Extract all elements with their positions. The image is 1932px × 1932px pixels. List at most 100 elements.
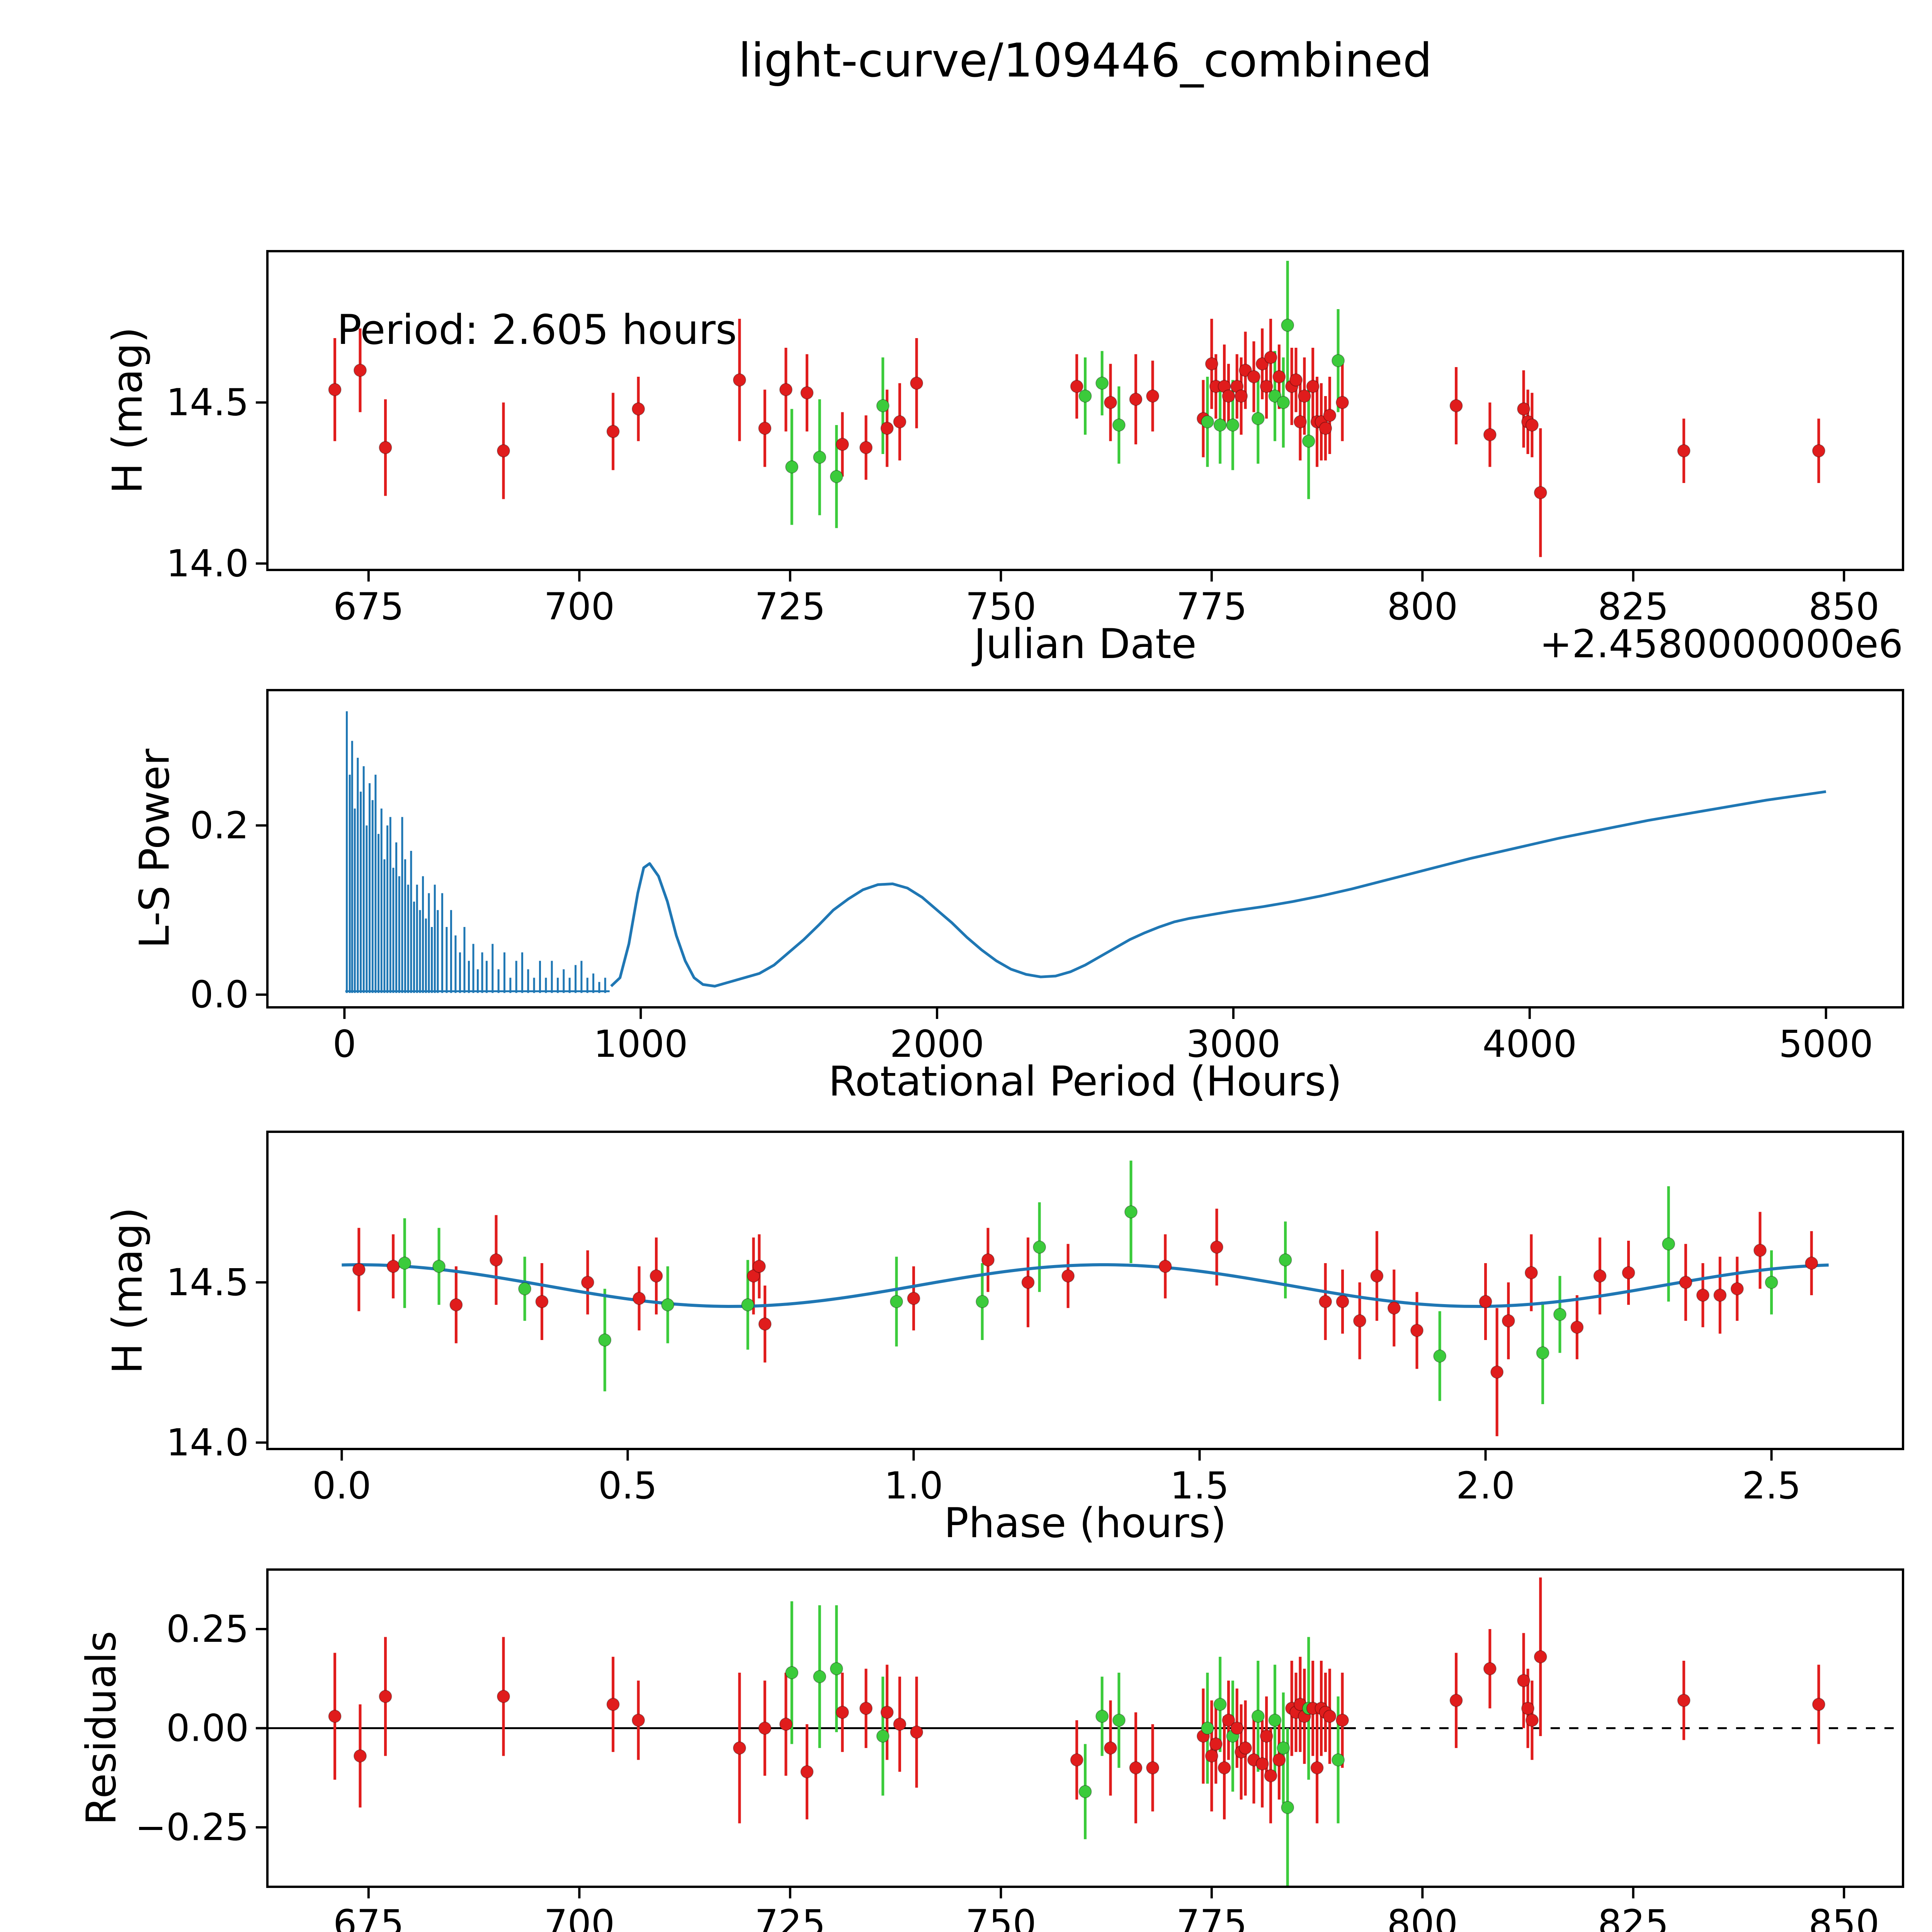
data-point (876, 399, 889, 412)
data-point (1765, 1276, 1778, 1289)
y-tick-label: 0.25 (166, 1607, 249, 1651)
data-point (1230, 1721, 1244, 1735)
data-point (1235, 389, 1248, 403)
data-point (1370, 1269, 1384, 1283)
data-point (1812, 444, 1825, 457)
data-point (1332, 354, 1345, 367)
data-point (1201, 1721, 1214, 1735)
data-point (1033, 1240, 1046, 1254)
data-point (1158, 1260, 1172, 1273)
y-tick-label: 0.0 (190, 973, 249, 1016)
data-point (1129, 1761, 1143, 1775)
data-point (379, 441, 392, 454)
data-point (976, 1295, 989, 1308)
data-point (432, 1260, 446, 1273)
data-point (1483, 428, 1497, 441)
data-point (1302, 434, 1315, 448)
data-point (1353, 1314, 1366, 1328)
data-point (497, 1690, 510, 1703)
data-point (1310, 1761, 1324, 1775)
x-tick-label: 725 (755, 1902, 825, 1932)
data-point (1730, 1282, 1744, 1296)
x-tick-label: 825 (1598, 585, 1668, 628)
data-point (518, 1282, 532, 1296)
data-point (830, 1662, 843, 1675)
data-point (893, 1718, 906, 1731)
data-point (1213, 1697, 1227, 1711)
y-tick-label: 0.00 (166, 1707, 249, 1750)
phase-folded-frame (266, 1131, 1904, 1450)
periodogram-frame (266, 689, 1904, 1009)
data-point (1112, 418, 1126, 432)
x-tick-label: 3000 (1186, 1022, 1281, 1066)
data-point (661, 1298, 675, 1311)
figure-title: light-curve/109446_combined (738, 34, 1432, 88)
data-point (1534, 486, 1547, 499)
data-point (1104, 1741, 1117, 1755)
data-point (1593, 1269, 1607, 1283)
data-point (1677, 1694, 1690, 1707)
x-tick-label: 775 (1176, 585, 1247, 628)
data-point (880, 422, 894, 435)
data-point (1095, 1709, 1109, 1723)
data-point (747, 1269, 760, 1283)
data-point (354, 364, 367, 377)
data-point (352, 1263, 366, 1276)
data-point (535, 1295, 549, 1308)
data-point (785, 460, 799, 474)
data-point (1146, 389, 1160, 403)
data-point (1677, 444, 1690, 457)
data-point (386, 1260, 400, 1273)
data-point (733, 1741, 746, 1755)
data-point (1251, 412, 1265, 425)
y-tick-label: 0.2 (190, 804, 249, 847)
data-point (800, 386, 814, 400)
data-point (1805, 1257, 1818, 1270)
data-point (398, 1257, 412, 1270)
data-point (1255, 357, 1269, 371)
periodogram-curve (610, 790, 1827, 988)
x-tick-label: 800 (1387, 585, 1458, 628)
sinusoid-fit-line (342, 1263, 1829, 1308)
x-tick-label: 850 (1809, 1902, 1879, 1932)
data-point (1260, 380, 1273, 393)
data-point (1696, 1288, 1709, 1302)
data-point (779, 1718, 793, 1731)
data-point (1239, 1741, 1252, 1755)
data-point (1525, 418, 1539, 432)
data-point (1239, 364, 1252, 377)
data-point (1279, 1253, 1292, 1267)
data-point (1679, 1276, 1692, 1289)
data-point (1205, 1749, 1218, 1763)
data-point (1201, 415, 1214, 429)
xlabel-julian-date-top: Julian Date (974, 620, 1197, 668)
x-tick-label: 850 (1809, 585, 1879, 628)
data-point (1078, 389, 1092, 403)
data-point (1483, 1662, 1497, 1675)
data-point (1268, 1713, 1282, 1727)
data-point (1112, 1713, 1126, 1727)
data-point (1277, 1741, 1290, 1755)
x-tick-label: 1.5 (1170, 1464, 1229, 1507)
data-point (1260, 1730, 1273, 1743)
y-tick-label: −0.25 (135, 1806, 249, 1849)
data-point (859, 1702, 873, 1715)
data-point (1129, 393, 1143, 406)
data-point (779, 383, 793, 396)
data-point (1272, 1753, 1286, 1767)
data-point (1521, 1702, 1535, 1715)
x-tick-label: 0.5 (598, 1464, 657, 1507)
data-point (1264, 351, 1277, 364)
x-tick-label: 750 (966, 1902, 1036, 1932)
lightcurve-jd-frame (266, 250, 1904, 571)
data-point (1247, 370, 1260, 383)
data-point (1319, 1295, 1332, 1308)
data-point (1323, 1709, 1337, 1723)
x-tick-label: 1000 (594, 1022, 688, 1066)
x-tick-label: 775 (1176, 1902, 1247, 1932)
data-point (907, 1292, 920, 1305)
data-point (1264, 1769, 1277, 1782)
data-point (490, 1253, 503, 1267)
xlabel-rotational-period: Rotational Period (Hours) (828, 1058, 1342, 1105)
